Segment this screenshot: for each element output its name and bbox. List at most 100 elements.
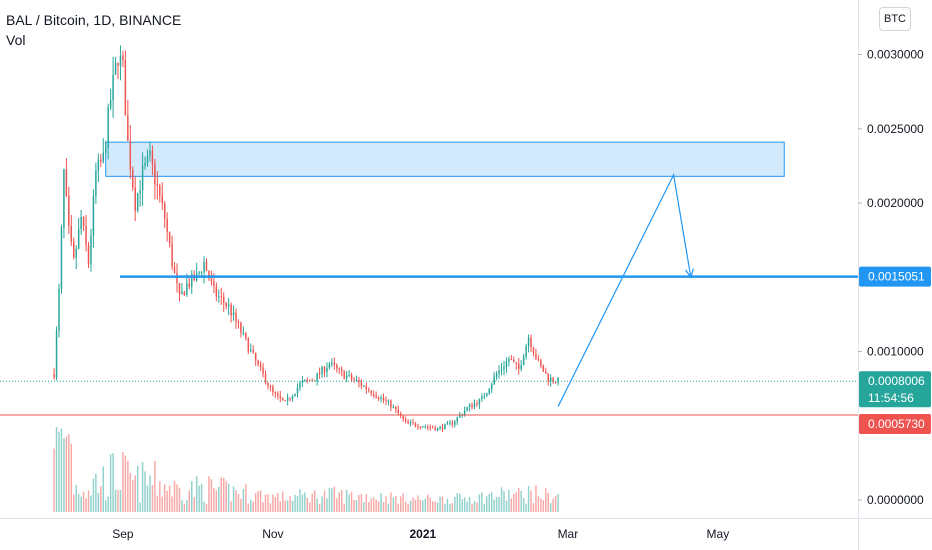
volume-bar [109,454,112,512]
candle-body [173,266,176,273]
candle-body [139,190,141,194]
candle-body [146,155,149,164]
volume-bar [203,501,205,512]
forecast-arrow[interactable] [557,172,692,407]
candle-body [417,425,419,428]
candle-body [363,385,365,387]
volume-bar [65,436,68,512]
candle-body [269,386,272,388]
candle-body [250,349,252,352]
y-tick-label: 0.0030000 [867,48,924,62]
volume-bar [316,498,318,512]
volume-bar [70,443,73,512]
volume-bar [80,496,82,512]
volume-bar [360,494,363,512]
candle-body [419,427,422,429]
volume-bar [377,501,380,512]
volume-bar [134,475,136,512]
volume-bar [63,438,65,512]
volume-bar [348,494,350,512]
volume-bar [542,500,545,512]
candle-body [503,367,505,370]
volume-bar [77,494,80,512]
candle-body [454,421,456,425]
candle-body [100,159,102,162]
volume-bar [417,495,419,512]
volume-bar [107,496,109,512]
volume-bar [318,503,321,512]
volume-bar [205,503,208,512]
chart-legend: BAL / Bitcoin, 1D, BINANCE Vol [6,10,181,50]
volume-bar [510,498,513,512]
candle-body [90,235,92,264]
volume-bar [181,500,183,512]
resistance-zone[interactable] [105,141,785,177]
volume-bar [284,500,286,512]
candle-body [348,374,350,376]
candle-body [230,304,232,316]
candle-body [431,427,434,429]
volume-bar [58,431,60,512]
volume-bar [178,487,181,512]
volume-bar [240,498,242,512]
volume-bar [336,498,338,512]
volume-bar [230,501,232,512]
volume-bar [500,487,503,512]
volume-bar [456,492,459,512]
volume-bar [387,503,390,512]
volume-bar [200,483,203,512]
volume-bar [112,453,114,512]
candle-body [343,371,345,379]
candle-body [355,379,358,381]
candle-body [481,396,483,399]
candle-body [117,62,119,66]
candle-body [333,362,336,366]
volume-bar [119,489,122,512]
volume-bar [92,478,95,512]
volume-bar [390,492,392,512]
volume-bar [513,493,515,512]
candle-body [178,283,181,295]
candle-body [490,384,493,390]
volume-bar [368,502,370,512]
candle-body [95,170,97,196]
candle-body [220,296,222,298]
candle-body [104,147,107,153]
volume-bar [272,494,274,512]
volume-bar [557,493,559,512]
candle-body [70,225,73,242]
candle-body [515,362,518,364]
volume-bar [338,492,341,512]
volume-bar [434,501,436,512]
candle-body [530,337,532,348]
volume-bar [237,493,240,512]
volume-bar [333,486,336,512]
candle-body [525,346,527,357]
volume-bar [392,497,395,512]
volume-bar [449,503,451,512]
volume-bar [213,487,215,512]
volume-bar [481,492,483,512]
candle-body [151,150,154,164]
volume-bar [527,485,530,512]
candle-body [395,406,397,410]
volume-bar [102,466,104,512]
candle-body [331,362,333,364]
volume-bar [68,433,70,512]
volume-bar [385,496,387,512]
candle-body [439,426,441,429]
candle-body [495,373,498,377]
candle-body [422,426,424,428]
volume-indicator-label[interactable]: Vol [6,32,26,48]
candle-body [429,427,431,429]
symbol-title: BAL / Bitcoin, 1D, BINANCE [6,12,182,28]
x-tick-label: May [707,527,730,541]
volume-bar [397,503,400,512]
candle-body [242,332,245,334]
currency-button[interactable]: BTC [879,7,911,31]
candle-body [122,55,124,60]
volume-bar [530,490,532,512]
candle-body [392,406,395,408]
candle-body [63,169,65,228]
